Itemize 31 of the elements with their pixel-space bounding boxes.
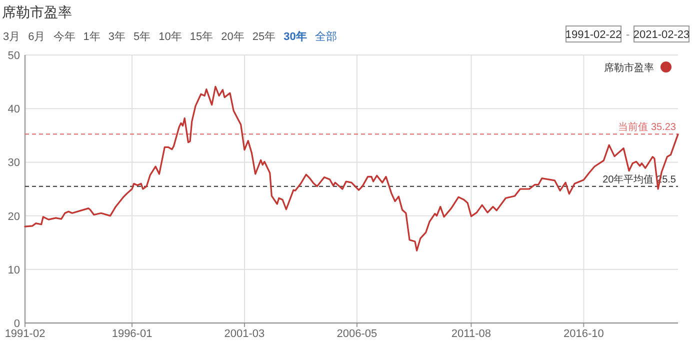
line-series <box>24 86 679 252</box>
text: 3年 <box>108 31 126 43</box>
x-tick-label: 2016-10 <box>563 328 604 340</box>
text: 20年 <box>221 31 244 43</box>
y-tick-label: 0 <box>14 318 20 330</box>
text: 10年 <box>158 31 182 43</box>
text: 全部 <box>314 30 337 43</box>
ref-line-label: 当前值 35.23 <box>618 121 676 134</box>
chart-title: 席勒市盈率 <box>2 4 72 20</box>
legend-label: 席勒市盈率 <box>604 62 654 74</box>
y-tick-label: 50 <box>8 50 20 62</box>
x-tick-label: 2011-08 <box>451 328 491 340</box>
text: 1年 <box>83 31 100 43</box>
text: 2021-02-23 <box>633 29 690 41</box>
y-tick-label: 20 <box>8 210 20 223</box>
text: 30年 <box>284 30 307 43</box>
text: 今年 <box>53 31 76 43</box>
text: 25年 <box>252 31 276 43</box>
text: 1991-02-22 <box>565 29 622 41</box>
text: 6月 <box>28 31 46 43</box>
x-tick-label: 1996-01 <box>112 328 152 340</box>
y-tick-label: 10 <box>8 264 20 276</box>
text: 5年 <box>134 31 151 43</box>
y-tick-label: 30 <box>8 157 20 170</box>
text: 15年 <box>190 31 214 43</box>
x-tick-label: 2006-05 <box>336 328 378 340</box>
y-tick-label: 40 <box>8 104 20 116</box>
x-tick-label: 2001-03 <box>224 328 265 340</box>
text: - <box>626 29 630 41</box>
text: 3月 <box>3 31 20 43</box>
x-tick-label: 1991-02 <box>4 328 46 340</box>
